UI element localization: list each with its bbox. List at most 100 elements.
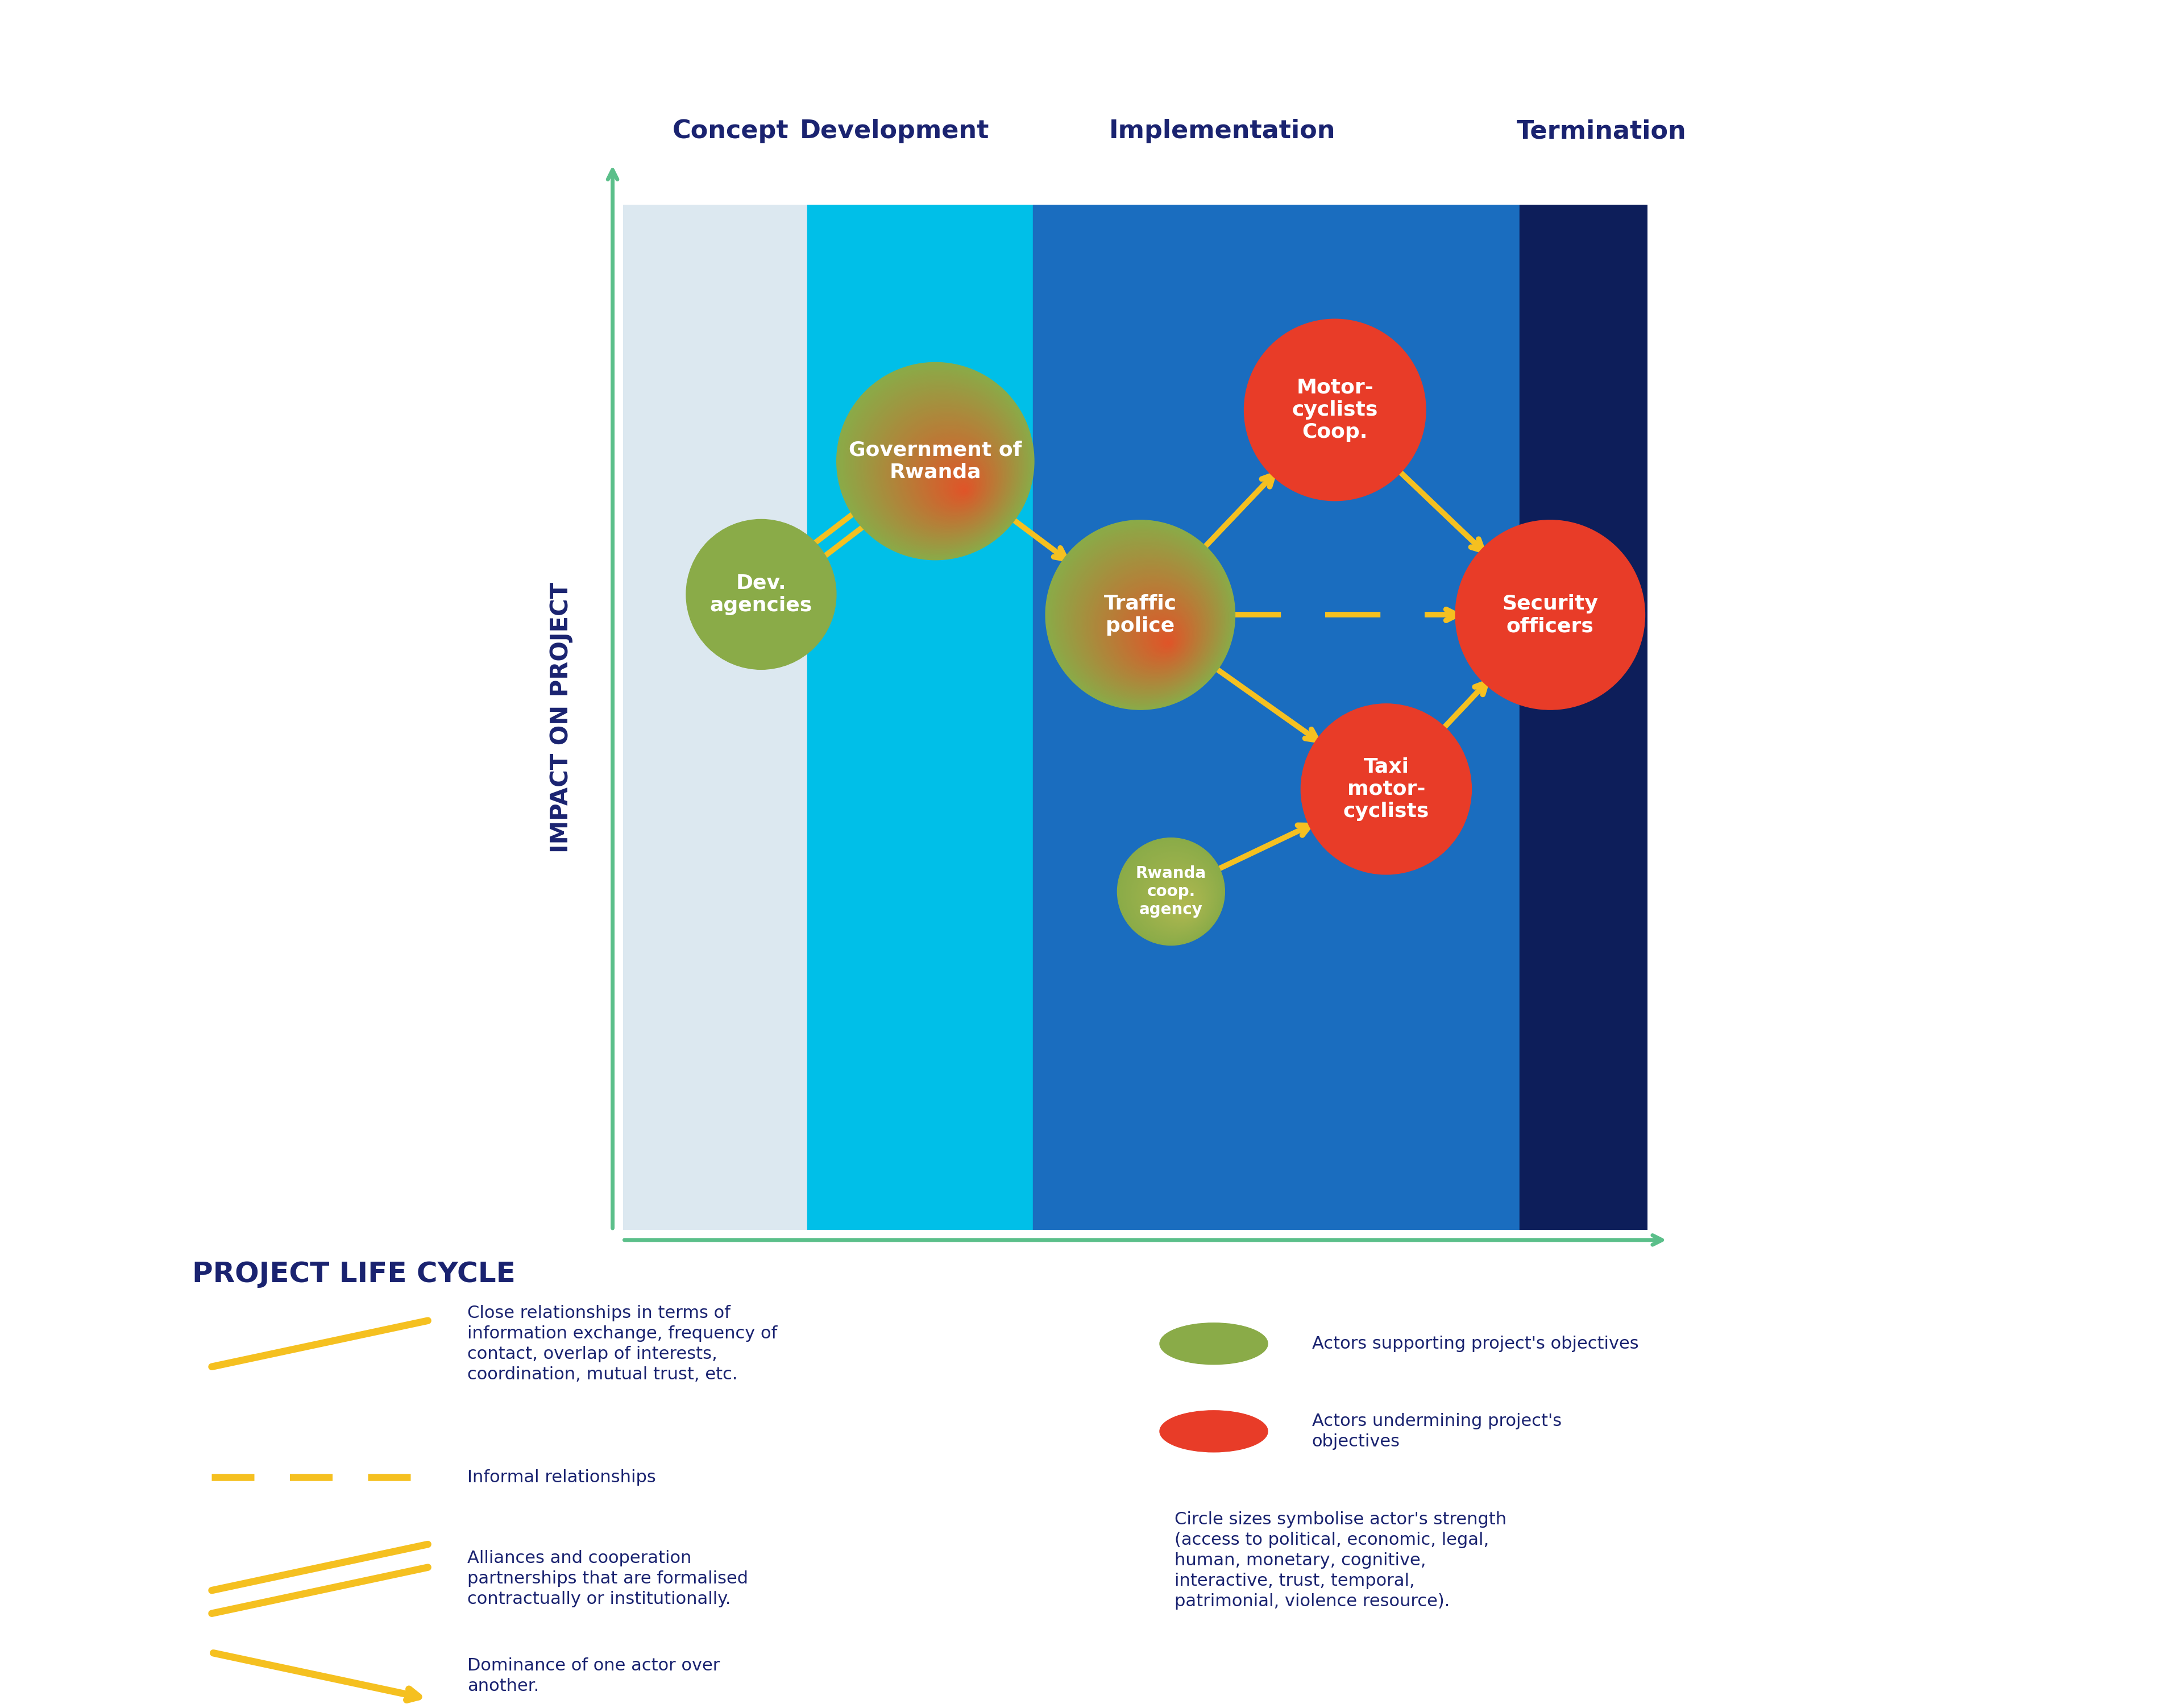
- Circle shape: [1148, 868, 1209, 929]
- Circle shape: [1142, 861, 1212, 933]
- Circle shape: [1057, 531, 1229, 704]
- Circle shape: [1150, 871, 1207, 927]
- Circle shape: [923, 449, 987, 512]
- Circle shape: [1116, 591, 1196, 671]
- Circle shape: [934, 459, 982, 507]
- Circle shape: [1172, 892, 1196, 915]
- Circle shape: [1124, 845, 1220, 941]
- Circle shape: [1164, 885, 1201, 921]
- Circle shape: [961, 485, 967, 494]
- Circle shape: [1122, 842, 1222, 943]
- Circle shape: [1050, 524, 1233, 707]
- Circle shape: [1148, 623, 1179, 654]
- Ellipse shape: [1159, 1411, 1268, 1452]
- Circle shape: [906, 432, 998, 523]
- Circle shape: [1109, 582, 1201, 676]
- Circle shape: [1301, 704, 1471, 874]
- Circle shape: [1050, 524, 1233, 707]
- Circle shape: [1164, 883, 1201, 921]
- Circle shape: [882, 408, 1009, 535]
- Circle shape: [1135, 854, 1216, 936]
- Circle shape: [867, 391, 1017, 543]
- Circle shape: [685, 519, 836, 670]
- Circle shape: [1120, 840, 1225, 945]
- Circle shape: [1168, 888, 1198, 919]
- Circle shape: [1133, 852, 1216, 938]
- Circle shape: [1126, 601, 1192, 666]
- Circle shape: [856, 381, 1024, 550]
- Circle shape: [1124, 600, 1192, 668]
- Circle shape: [1131, 606, 1188, 663]
- Circle shape: [836, 362, 1035, 560]
- Circle shape: [875, 401, 1013, 538]
- Circle shape: [1052, 528, 1231, 705]
- Circle shape: [1124, 845, 1220, 941]
- Circle shape: [1161, 881, 1201, 922]
- Circle shape: [1063, 538, 1225, 700]
- Circle shape: [1153, 873, 1205, 926]
- Circle shape: [1081, 555, 1216, 690]
- Circle shape: [849, 374, 1028, 553]
- Circle shape: [1146, 866, 1209, 931]
- Circle shape: [917, 442, 991, 518]
- Circle shape: [838, 364, 1033, 559]
- Circle shape: [843, 369, 1030, 557]
- Circle shape: [1124, 844, 1220, 941]
- Circle shape: [851, 377, 1026, 552]
- Circle shape: [1153, 873, 1207, 927]
- Circle shape: [1133, 608, 1188, 663]
- Circle shape: [1168, 888, 1198, 919]
- Circle shape: [1153, 627, 1177, 652]
- Circle shape: [1244, 319, 1425, 500]
- Circle shape: [1153, 874, 1205, 926]
- Circle shape: [886, 412, 1009, 533]
- Circle shape: [1120, 596, 1194, 670]
- Circle shape: [1072, 547, 1220, 695]
- Circle shape: [1150, 627, 1179, 652]
- Text: Dominance of one actor over
another.: Dominance of one actor over another.: [467, 1657, 720, 1694]
- Circle shape: [919, 444, 989, 516]
- Circle shape: [1070, 545, 1222, 697]
- Circle shape: [888, 413, 1006, 533]
- Ellipse shape: [1159, 1324, 1268, 1365]
- Text: PROJECT LIFE CYCLE: PROJECT LIFE CYCLE: [192, 1261, 515, 1288]
- Circle shape: [1113, 588, 1198, 673]
- Circle shape: [1146, 620, 1181, 656]
- Circle shape: [930, 456, 985, 509]
- Circle shape: [945, 471, 976, 500]
- Circle shape: [1140, 861, 1212, 933]
- Circle shape: [902, 427, 1000, 526]
- Circle shape: [1074, 548, 1220, 695]
- Circle shape: [943, 470, 976, 502]
- Circle shape: [1052, 526, 1231, 707]
- Circle shape: [1148, 869, 1207, 929]
- Text: Close relationships in terms of
information exchange, frequency of
contact, over: Close relationships in terms of informat…: [467, 1305, 777, 1382]
- Circle shape: [1174, 895, 1194, 914]
- Circle shape: [1179, 900, 1192, 912]
- Circle shape: [1137, 613, 1185, 659]
- Text: Dev.
agencies: Dev. agencies: [709, 574, 812, 615]
- Circle shape: [1131, 605, 1190, 664]
- Circle shape: [939, 465, 980, 506]
- Circle shape: [919, 446, 989, 514]
- Circle shape: [926, 451, 987, 512]
- Circle shape: [1150, 869, 1207, 927]
- Circle shape: [950, 475, 974, 499]
- Circle shape: [902, 429, 1000, 524]
- Circle shape: [1174, 895, 1194, 915]
- Circle shape: [937, 461, 980, 507]
- Circle shape: [854, 379, 1026, 552]
- Circle shape: [1096, 570, 1207, 683]
- Circle shape: [952, 478, 971, 497]
- Circle shape: [893, 418, 1004, 529]
- Circle shape: [1144, 618, 1181, 656]
- Circle shape: [1142, 617, 1183, 658]
- Circle shape: [1159, 880, 1203, 922]
- Circle shape: [1172, 893, 1194, 915]
- Circle shape: [1087, 560, 1214, 688]
- Circle shape: [1126, 847, 1220, 941]
- Circle shape: [1089, 564, 1212, 687]
- Circle shape: [947, 475, 974, 500]
- Circle shape: [1078, 552, 1218, 692]
- Circle shape: [961, 487, 967, 494]
